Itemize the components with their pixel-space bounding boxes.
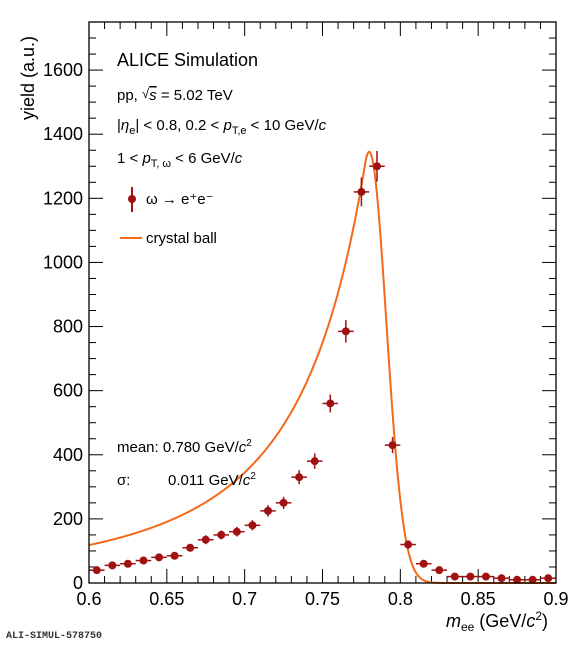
data-point [450,572,459,581]
data-point [466,572,475,581]
data-point [310,457,319,466]
legend-data-marker [128,195,136,203]
data-point [186,543,195,552]
data-point [217,530,226,539]
pt-cut-label: 1 < pT, ω < 6 GeV/c [117,150,243,170]
data-point [435,566,444,575]
tick-labels: 0.6 0.65 0.7 0.75 0.8 0.85 0.9 0 200 400 600 800 100… [43,60,569,609]
fit-sigma-value: 0.011 GeV/c2 [168,471,256,489]
legend-data-label: ω → e⁺e⁻ [146,191,214,208]
data-point [528,575,537,584]
legend: ω → e⁺e⁻ crystal ball [120,187,217,247]
y-tick-label: 0 [73,573,83,593]
data-point [372,162,381,171]
y-tick-label: 1200 [43,188,83,208]
y-tick-label: 1600 [43,60,83,80]
data-point [513,575,522,584]
y-tick-label: 600 [53,381,83,401]
figure-id: ALI-SIMUL-578750 [6,631,103,642]
x-tick-label: 0.65 [149,589,184,609]
y-tick-label: 1000 [43,252,83,272]
legend-fit-label: crystal ball [146,230,217,247]
data-point [497,574,506,583]
x-axis-title: mee (GeV/c2) [446,609,548,634]
x-tick-label: 0.75 [305,589,340,609]
data-point [108,561,117,570]
crystal-ball-fit-line [88,150,556,584]
data-point [123,559,132,568]
data-point [155,553,164,562]
fit-layer [88,150,556,584]
x-tick-label: 0.85 [461,589,496,609]
data-point [404,540,413,549]
data-point [357,187,366,196]
x-tick-label: 0.8 [388,589,413,609]
plot-frame [88,21,557,584]
x-tick-label: 0.7 [232,589,257,609]
fit-sigma-label: σ: [117,472,130,489]
data-point [341,327,350,336]
data-point [232,527,241,536]
data-point [248,521,257,530]
data-point [419,559,428,568]
data-point [279,498,288,507]
y-axis-title: yield (a.u.) [18,36,38,120]
data-point [264,506,273,515]
y-tick-label: 200 [53,509,83,529]
data-point [92,566,101,575]
axis-ticks [88,21,557,584]
collaboration-label: ALICE Simulation [117,50,258,70]
eta-cut-label: |ηe| < 0.8, 0.2 < pT,e < 10 GeV/c [117,117,327,137]
y-tick-label: 1400 [43,124,83,144]
data-points-layer [89,150,556,584]
data-point [139,556,148,565]
y-tick-label: 400 [53,445,83,465]
data-point [326,399,335,408]
data-point [170,551,179,560]
data-point [295,473,304,482]
data-point [388,441,397,450]
y-tick-label: 800 [53,317,83,337]
data-point [481,572,490,581]
data-point [544,574,553,583]
x-tick-label: 0.6 [76,589,101,609]
data-point [201,535,210,544]
collision-system-label: pp, √s = 5.02 TeV [117,86,233,104]
fit-mean-label: mean: 0.780 GeV/c2 [117,438,252,456]
x-tick-label: 0.9 [543,589,568,609]
